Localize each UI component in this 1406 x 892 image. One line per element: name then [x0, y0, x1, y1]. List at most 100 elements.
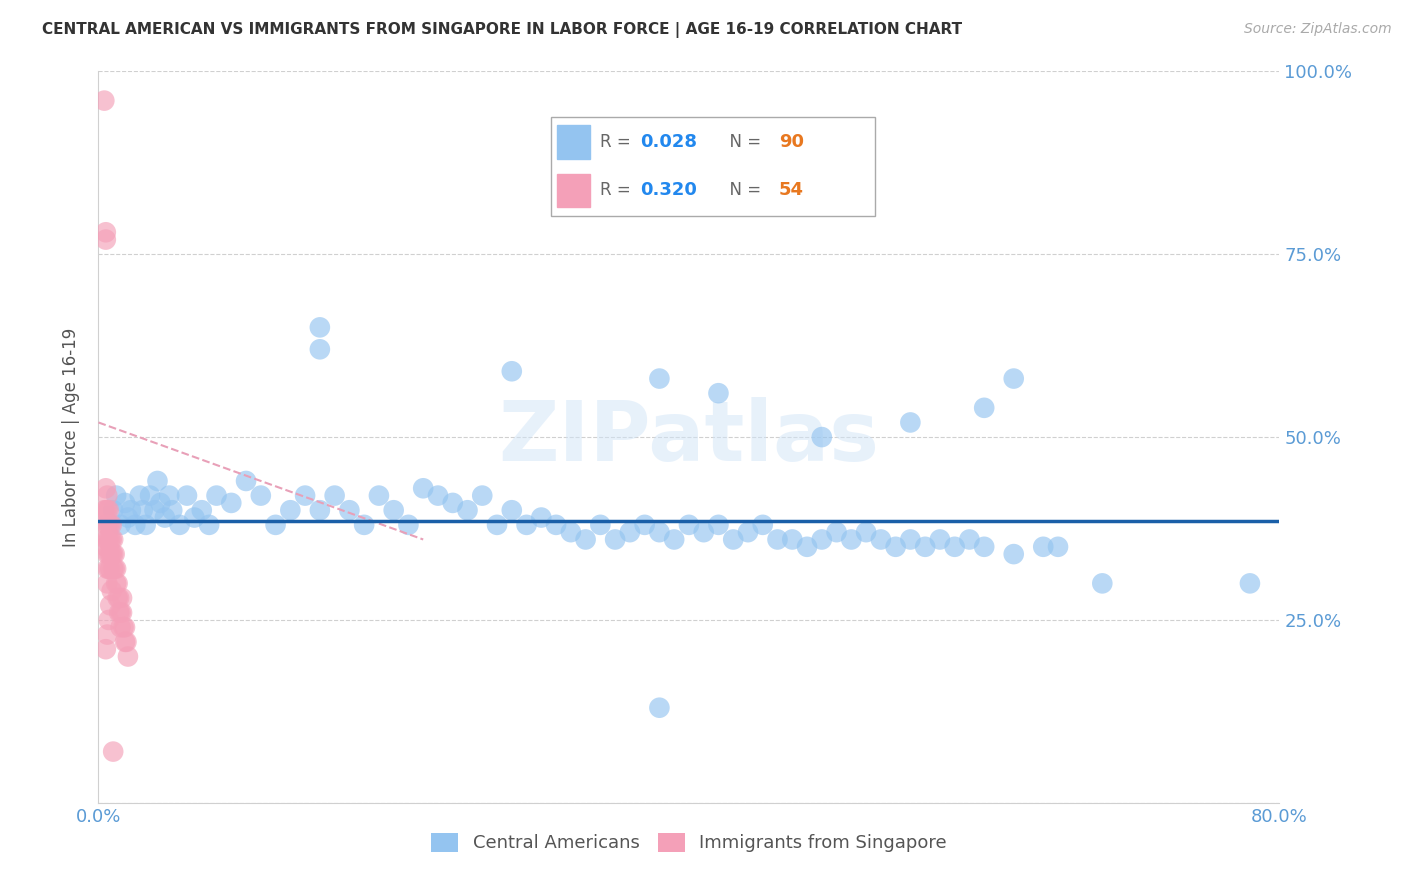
- Point: [943, 540, 966, 554]
- Point: [619, 525, 641, 540]
- Point: [501, 503, 523, 517]
- Point: [457, 503, 479, 517]
- Point: [368, 489, 391, 503]
- Point: [96, 489, 118, 503]
- Point: [97, 547, 120, 561]
- Point: [94, 642, 117, 657]
- Point: [108, 591, 131, 605]
- Legend: Central Americans, Immigrants from Singapore: Central Americans, Immigrants from Singa…: [425, 826, 953, 860]
- Point: [97, 613, 120, 627]
- Point: [634, 517, 657, 532]
- Point: [250, 489, 273, 503]
- Point: [441, 496, 464, 510]
- Point: [183, 510, 205, 524]
- Point: [104, 547, 127, 561]
- Point: [103, 503, 125, 517]
- Y-axis label: In Labor Force | Age 16-19: In Labor Force | Age 16-19: [62, 327, 80, 547]
- Point: [139, 489, 162, 503]
- Point: [825, 525, 848, 540]
- Point: [205, 489, 228, 503]
- Point: [605, 533, 627, 547]
- Point: [94, 481, 117, 495]
- Point: [664, 533, 686, 547]
- Point: [108, 606, 131, 620]
- Point: [96, 627, 118, 641]
- Point: [707, 517, 730, 532]
- Point: [486, 517, 509, 532]
- Point: [117, 649, 139, 664]
- Point: [135, 517, 157, 532]
- Point: [117, 510, 139, 524]
- Point: [94, 540, 117, 554]
- Point: [959, 533, 981, 547]
- Point: [103, 533, 125, 547]
- Point: [100, 517, 122, 532]
- Point: [97, 517, 120, 532]
- Point: [110, 606, 132, 620]
- Point: [96, 503, 118, 517]
- Point: [501, 364, 523, 378]
- Point: [575, 533, 598, 547]
- Point: [280, 503, 302, 517]
- Point: [96, 517, 118, 532]
- Point: [810, 533, 832, 547]
- Point: [162, 503, 183, 517]
- Point: [100, 547, 122, 561]
- Point: [115, 635, 138, 649]
- Point: [221, 496, 243, 510]
- Point: [560, 525, 582, 540]
- Point: [1032, 540, 1054, 554]
- Point: [96, 576, 118, 591]
- Point: [1046, 540, 1070, 554]
- Point: [398, 517, 420, 532]
- Point: [128, 489, 150, 503]
- Point: [841, 533, 863, 547]
- Point: [309, 503, 332, 517]
- Point: [132, 503, 155, 517]
- Point: [114, 620, 136, 634]
- Point: [427, 489, 450, 503]
- Point: [124, 517, 146, 532]
- Point: [103, 745, 125, 759]
- Point: [648, 371, 671, 385]
- Point: [96, 562, 118, 576]
- Point: [103, 562, 125, 576]
- Point: [1239, 576, 1261, 591]
- Point: [112, 620, 135, 634]
- Point: [98, 517, 121, 532]
- Point: [678, 517, 700, 532]
- Point: [235, 474, 257, 488]
- Point: [105, 489, 128, 503]
- Point: [100, 583, 122, 598]
- Point: [870, 533, 893, 547]
- Point: [382, 503, 405, 517]
- Point: [97, 503, 120, 517]
- Point: [973, 401, 995, 415]
- Point: [110, 620, 132, 634]
- Point: [110, 517, 132, 532]
- Point: [100, 533, 122, 547]
- Point: [900, 533, 922, 547]
- Point: [810, 430, 832, 444]
- Point: [412, 481, 434, 495]
- Text: ZIPatlas: ZIPatlas: [499, 397, 879, 477]
- Point: [94, 517, 117, 532]
- Point: [914, 540, 936, 554]
- Point: [929, 533, 952, 547]
- Text: Source: ZipAtlas.com: Source: ZipAtlas.com: [1244, 22, 1392, 37]
- Point: [105, 576, 128, 591]
- Point: [516, 517, 538, 532]
- Point: [707, 386, 730, 401]
- Point: [98, 562, 121, 576]
- Point: [104, 562, 127, 576]
- Point: [176, 489, 198, 503]
- Point: [146, 474, 169, 488]
- Point: [471, 489, 494, 503]
- Point: [973, 540, 995, 554]
- Point: [94, 533, 117, 547]
- Point: [93, 94, 115, 108]
- Point: [1091, 576, 1114, 591]
- Point: [294, 489, 316, 503]
- Point: [353, 517, 375, 532]
- Point: [97, 562, 120, 576]
